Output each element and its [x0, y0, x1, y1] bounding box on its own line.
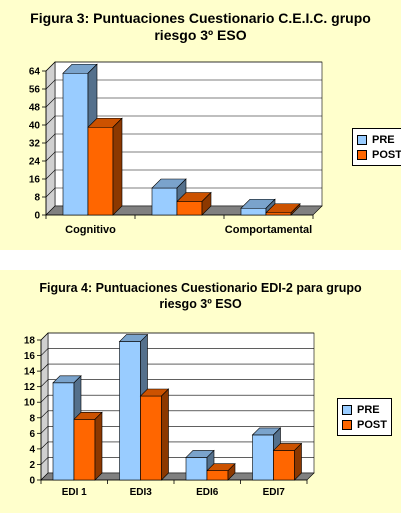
chart-2-legend: PRE POST	[337, 398, 392, 436]
gridline	[45, 187, 322, 198]
legend-item-pre: PRE	[342, 402, 387, 417]
bar-side	[201, 191, 212, 216]
y-tick-label: 32	[29, 139, 41, 150]
gridline	[40, 426, 314, 434]
bar-side	[290, 203, 301, 216]
bar-post-1	[87, 117, 123, 216]
y-tick-label: 16	[24, 351, 36, 362]
bar-side	[94, 411, 103, 481]
bar-front	[140, 395, 162, 481]
bar-side	[227, 462, 236, 481]
bar-front	[73, 419, 96, 481]
y-tick-label: 10	[24, 398, 36, 409]
gridline	[40, 441, 314, 450]
gridline	[40, 410, 314, 418]
y-tick-label: 24	[29, 157, 41, 168]
y-tick-label: 0	[29, 476, 35, 487]
bar-post-3	[206, 462, 236, 481]
y-tick-label: 48	[29, 103, 41, 114]
x-tick-label: EDI3	[130, 487, 153, 498]
chart-title-line2: riesgo 3º ESO	[154, 27, 247, 43]
gridline	[40, 348, 314, 356]
legend-label-pre: PRE	[372, 133, 395, 146]
chart-title-line1: Figura 4: Puntuaciones Cuestionario EDI-…	[39, 281, 362, 295]
y-tick-label: 8	[29, 413, 35, 424]
bar-front	[176, 201, 203, 216]
gridline	[40, 332, 314, 341]
bar-post-4	[272, 442, 303, 481]
gridline	[40, 394, 314, 403]
y-tick-label: 18	[24, 336, 36, 347]
bar-front	[273, 450, 295, 481]
x-tick-label: Comportamental	[225, 224, 312, 236]
gridline	[45, 169, 322, 180]
bar-front	[252, 434, 274, 481]
gridline	[45, 115, 322, 126]
legend-swatch-post	[357, 149, 367, 160]
bar-front	[62, 72, 89, 216]
bar-front	[52, 382, 75, 481]
legend-swatch-post	[342, 419, 352, 430]
y-tick-label: 6	[29, 429, 35, 440]
bar-front	[119, 341, 141, 481]
gridline	[45, 61, 322, 72]
y-tick-label: 2	[29, 460, 35, 471]
gridline	[45, 79, 322, 90]
y-tick-label: 4	[29, 444, 35, 455]
chart-1-plot: 0 8 16 24 32 40 48 56 64 Cognitivo Comportamental	[29, 61, 323, 236]
chart-title-line2: riesgo 3º ESO	[159, 297, 242, 311]
chart-panel-2: Figura 4: Puntuaciones Cuestionario EDI-…	[0, 270, 401, 513]
chart-2-plot: 0 2 4 6 8 10 12 14 16 18 EDI 1 EDI3 EDI6 EDI7	[24, 332, 315, 498]
y-tick-label: 12	[24, 382, 36, 393]
legend-label-post: POST	[357, 418, 387, 431]
bar-front	[185, 457, 208, 481]
x-tick-label: Cognitivo	[65, 224, 116, 236]
x-tick-label: EDI6	[196, 487, 219, 498]
bar-side	[112, 117, 123, 216]
gridline	[45, 97, 322, 108]
x-tick-label: EDI 1	[62, 487, 87, 498]
legend-item-pre: PRE	[357, 132, 401, 147]
plot-side-wall	[40, 332, 49, 481]
legend-item-post: POST	[357, 147, 401, 162]
bar-post-3	[265, 203, 301, 216]
y-tick-label: 16	[29, 175, 41, 186]
gridline	[40, 457, 314, 465]
legend-label-post: POST	[372, 148, 401, 161]
legend-label-pre: PRE	[357, 403, 380, 416]
y-tick-label: 0	[34, 211, 40, 222]
legend-item-post: POST	[342, 417, 387, 432]
y-tick-label: 8	[34, 193, 40, 204]
bar-front	[87, 126, 114, 216]
bar-post-2	[139, 388, 170, 481]
chart-title-line1: Figura 3: Puntuaciones Cuestionario C.E.…	[30, 10, 371, 26]
x-tick-label: EDI7	[263, 487, 286, 498]
legend-swatch-pre	[342, 404, 352, 415]
bar-front	[206, 470, 229, 481]
bar-post-2	[176, 191, 212, 216]
gridline	[40, 363, 314, 372]
gridline	[45, 151, 322, 162]
bar-side	[294, 442, 302, 481]
bar-post-1	[73, 411, 103, 481]
gridline	[40, 379, 314, 387]
gridline	[45, 133, 322, 144]
bar-front	[151, 187, 178, 216]
legend-swatch-pre	[357, 134, 367, 145]
bar-side	[161, 388, 169, 481]
bar-front	[240, 207, 267, 216]
y-tick-label: 40	[29, 121, 41, 132]
y-tick-label: 14	[24, 367, 36, 378]
chart-1-legend: PRE POST	[352, 128, 401, 166]
bar-front	[265, 212, 292, 216]
y-tick-label: 56	[29, 85, 41, 96]
y-tick-label: 64	[29, 67, 41, 78]
chart-panel-1: Figura 3: Puntuaciones Cuestionario C.E.…	[0, 0, 401, 250]
